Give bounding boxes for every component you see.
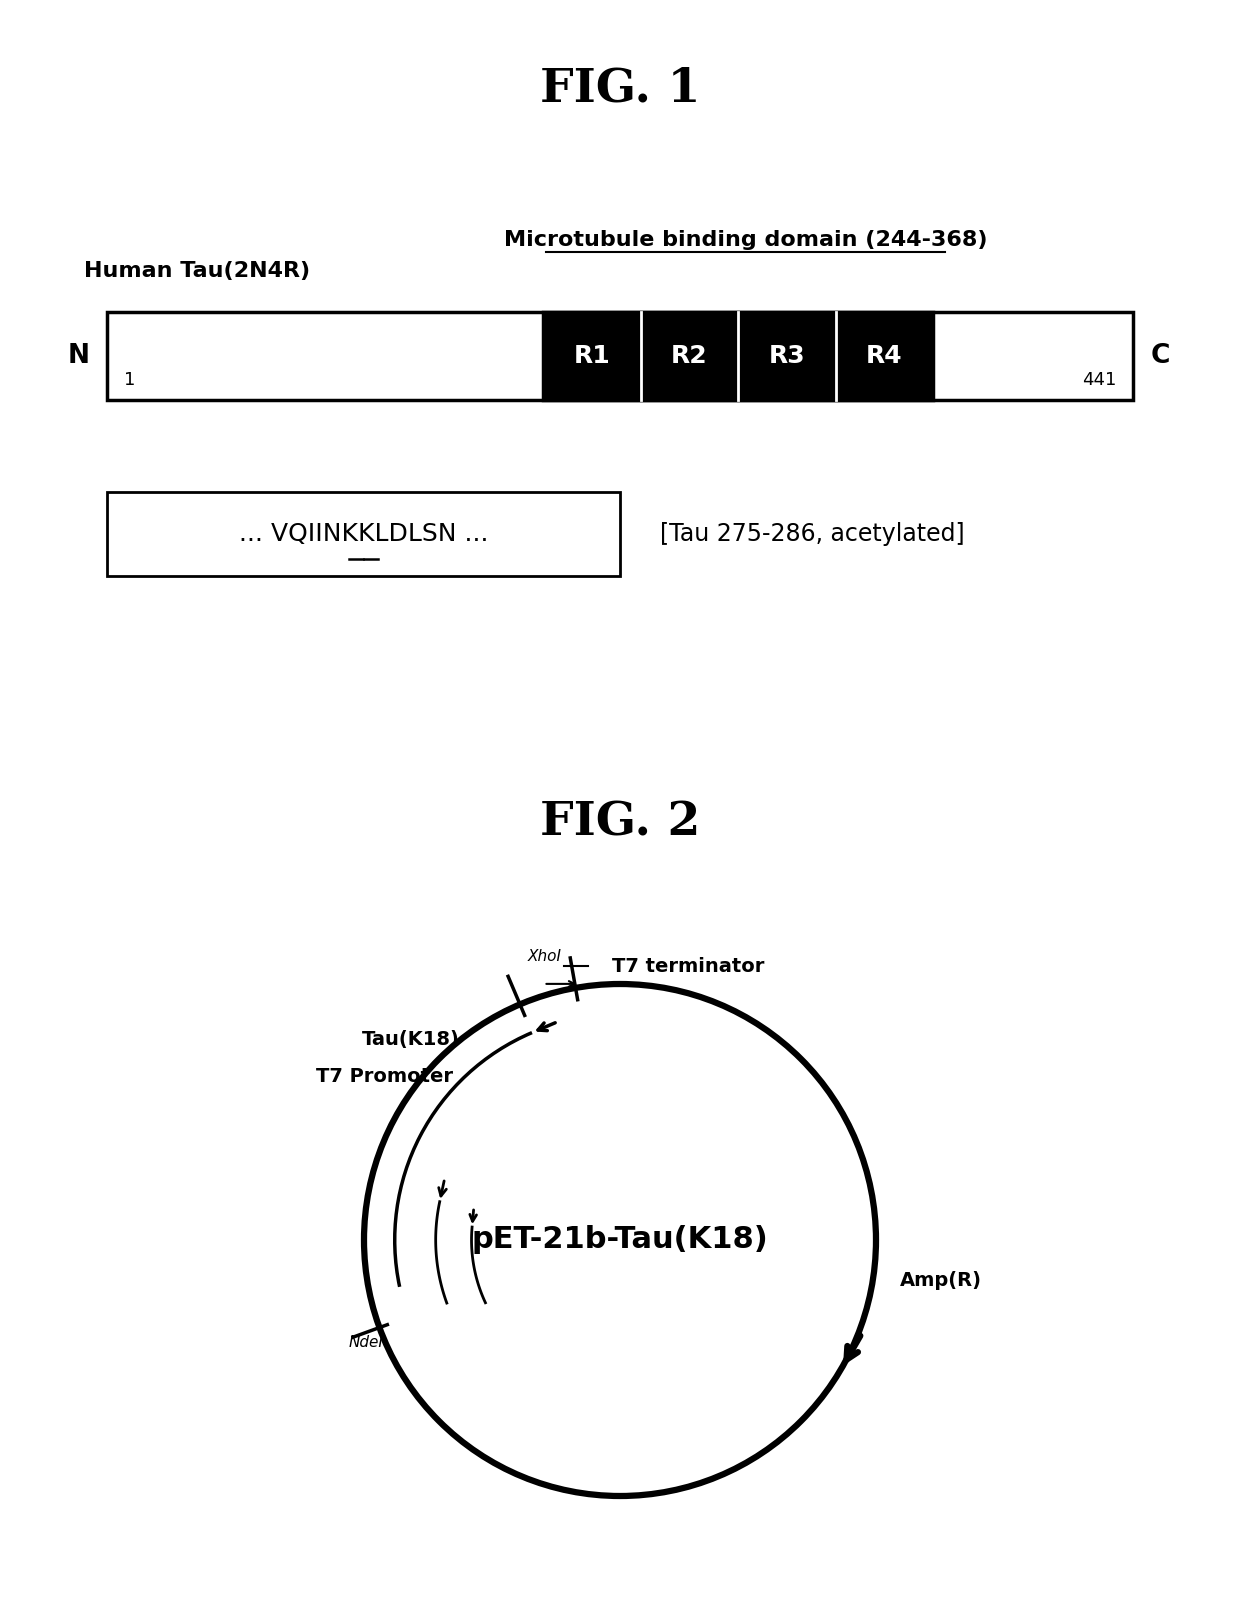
Bar — [107, 493, 620, 576]
Bar — [107, 312, 1133, 400]
Text: Microtubule binding domain (244-368): Microtubule binding domain (244-368) — [503, 230, 987, 251]
Text: R1: R1 — [573, 344, 610, 368]
Text: ... VQIINKKLDLSN ...: ... VQIINKKLDLSN ... — [238, 522, 489, 546]
Text: T7 Promoter: T7 Promoter — [316, 1067, 453, 1085]
Text: R3: R3 — [769, 344, 805, 368]
Text: pET-21b-Tau(K18): pET-21b-Tau(K18) — [471, 1226, 769, 1254]
Text: R4: R4 — [866, 344, 903, 368]
Text: C: C — [1151, 342, 1169, 370]
Text: N: N — [67, 342, 89, 370]
Text: T7 terminator: T7 terminator — [611, 957, 764, 976]
Text: Tau(K18): Tau(K18) — [362, 1030, 460, 1050]
Text: FIG. 2: FIG. 2 — [539, 800, 701, 846]
Text: Human Tau(2N4R): Human Tau(2N4R) — [84, 261, 310, 282]
Text: R2: R2 — [671, 344, 708, 368]
Text: 1: 1 — [124, 371, 135, 389]
Text: 441: 441 — [1081, 371, 1116, 389]
Bar — [543, 312, 934, 400]
Text: Amp(R): Amp(R) — [900, 1270, 982, 1290]
Text: NdeI: NdeI — [348, 1334, 383, 1350]
Text: FIG. 1: FIG. 1 — [539, 66, 701, 112]
Text: [Tau 275-286, acetylated]: [Tau 275-286, acetylated] — [660, 522, 965, 546]
Text: XhoI: XhoI — [528, 949, 562, 965]
